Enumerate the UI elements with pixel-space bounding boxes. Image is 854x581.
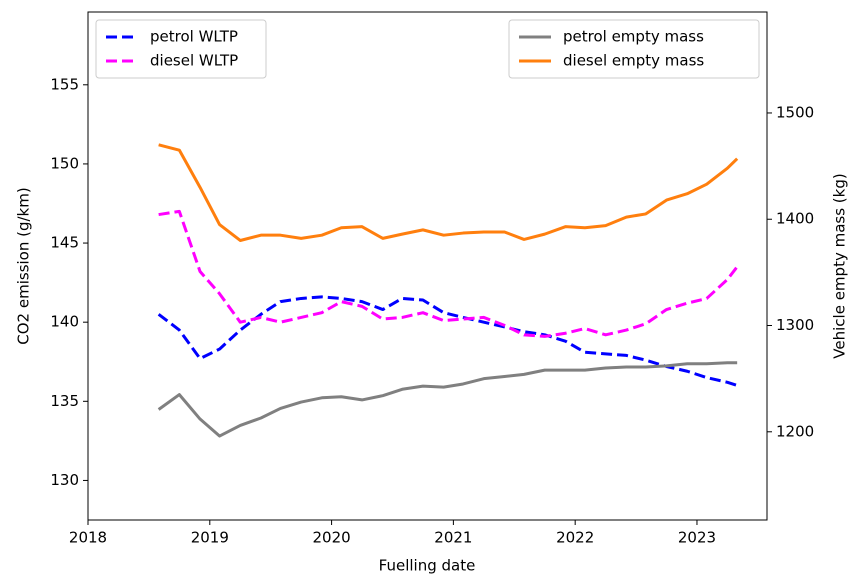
plot-frame xyxy=(87,11,768,521)
x-tick-label: 2021 xyxy=(434,529,472,547)
legend-label: diesel empty mass xyxy=(563,52,704,70)
y-tick-label: 140 xyxy=(50,313,79,331)
y2-tick-label: 1400 xyxy=(776,210,814,228)
y2-axis-label: Vehicle empty mass (kg) xyxy=(831,173,849,358)
series-line xyxy=(158,209,739,338)
x-tick-label: 2023 xyxy=(678,529,716,547)
x-tick-label: 2018 xyxy=(69,529,107,547)
y2-tick-label: 1500 xyxy=(776,103,814,121)
series-line xyxy=(158,143,739,242)
legend-box xyxy=(95,19,267,79)
series-line xyxy=(157,361,738,438)
x-axis-label: Fuelling date xyxy=(379,557,476,575)
y-tick-label: 130 xyxy=(50,471,79,489)
y-tick-label: 135 xyxy=(50,392,79,410)
legend-box xyxy=(508,19,760,79)
y-tick-label: 155 xyxy=(50,75,79,93)
y-axis-label: CO2 emission (g/km) xyxy=(15,187,33,344)
y-tick-label: 145 xyxy=(50,234,79,252)
x-tick-label: 2019 xyxy=(191,529,229,547)
y2-tick-label: 1300 xyxy=(776,316,814,334)
legend-label: petrol empty mass xyxy=(563,28,704,46)
x-tick-label: 2020 xyxy=(312,529,350,547)
y-tick-label: 150 xyxy=(50,154,79,172)
legend-label: petrol WLTP xyxy=(150,28,238,46)
legend-label: diesel WLTP xyxy=(150,52,238,70)
x-tick-label: 2022 xyxy=(556,529,594,547)
y2-tick-label: 1200 xyxy=(776,422,814,440)
series-line xyxy=(157,295,738,387)
